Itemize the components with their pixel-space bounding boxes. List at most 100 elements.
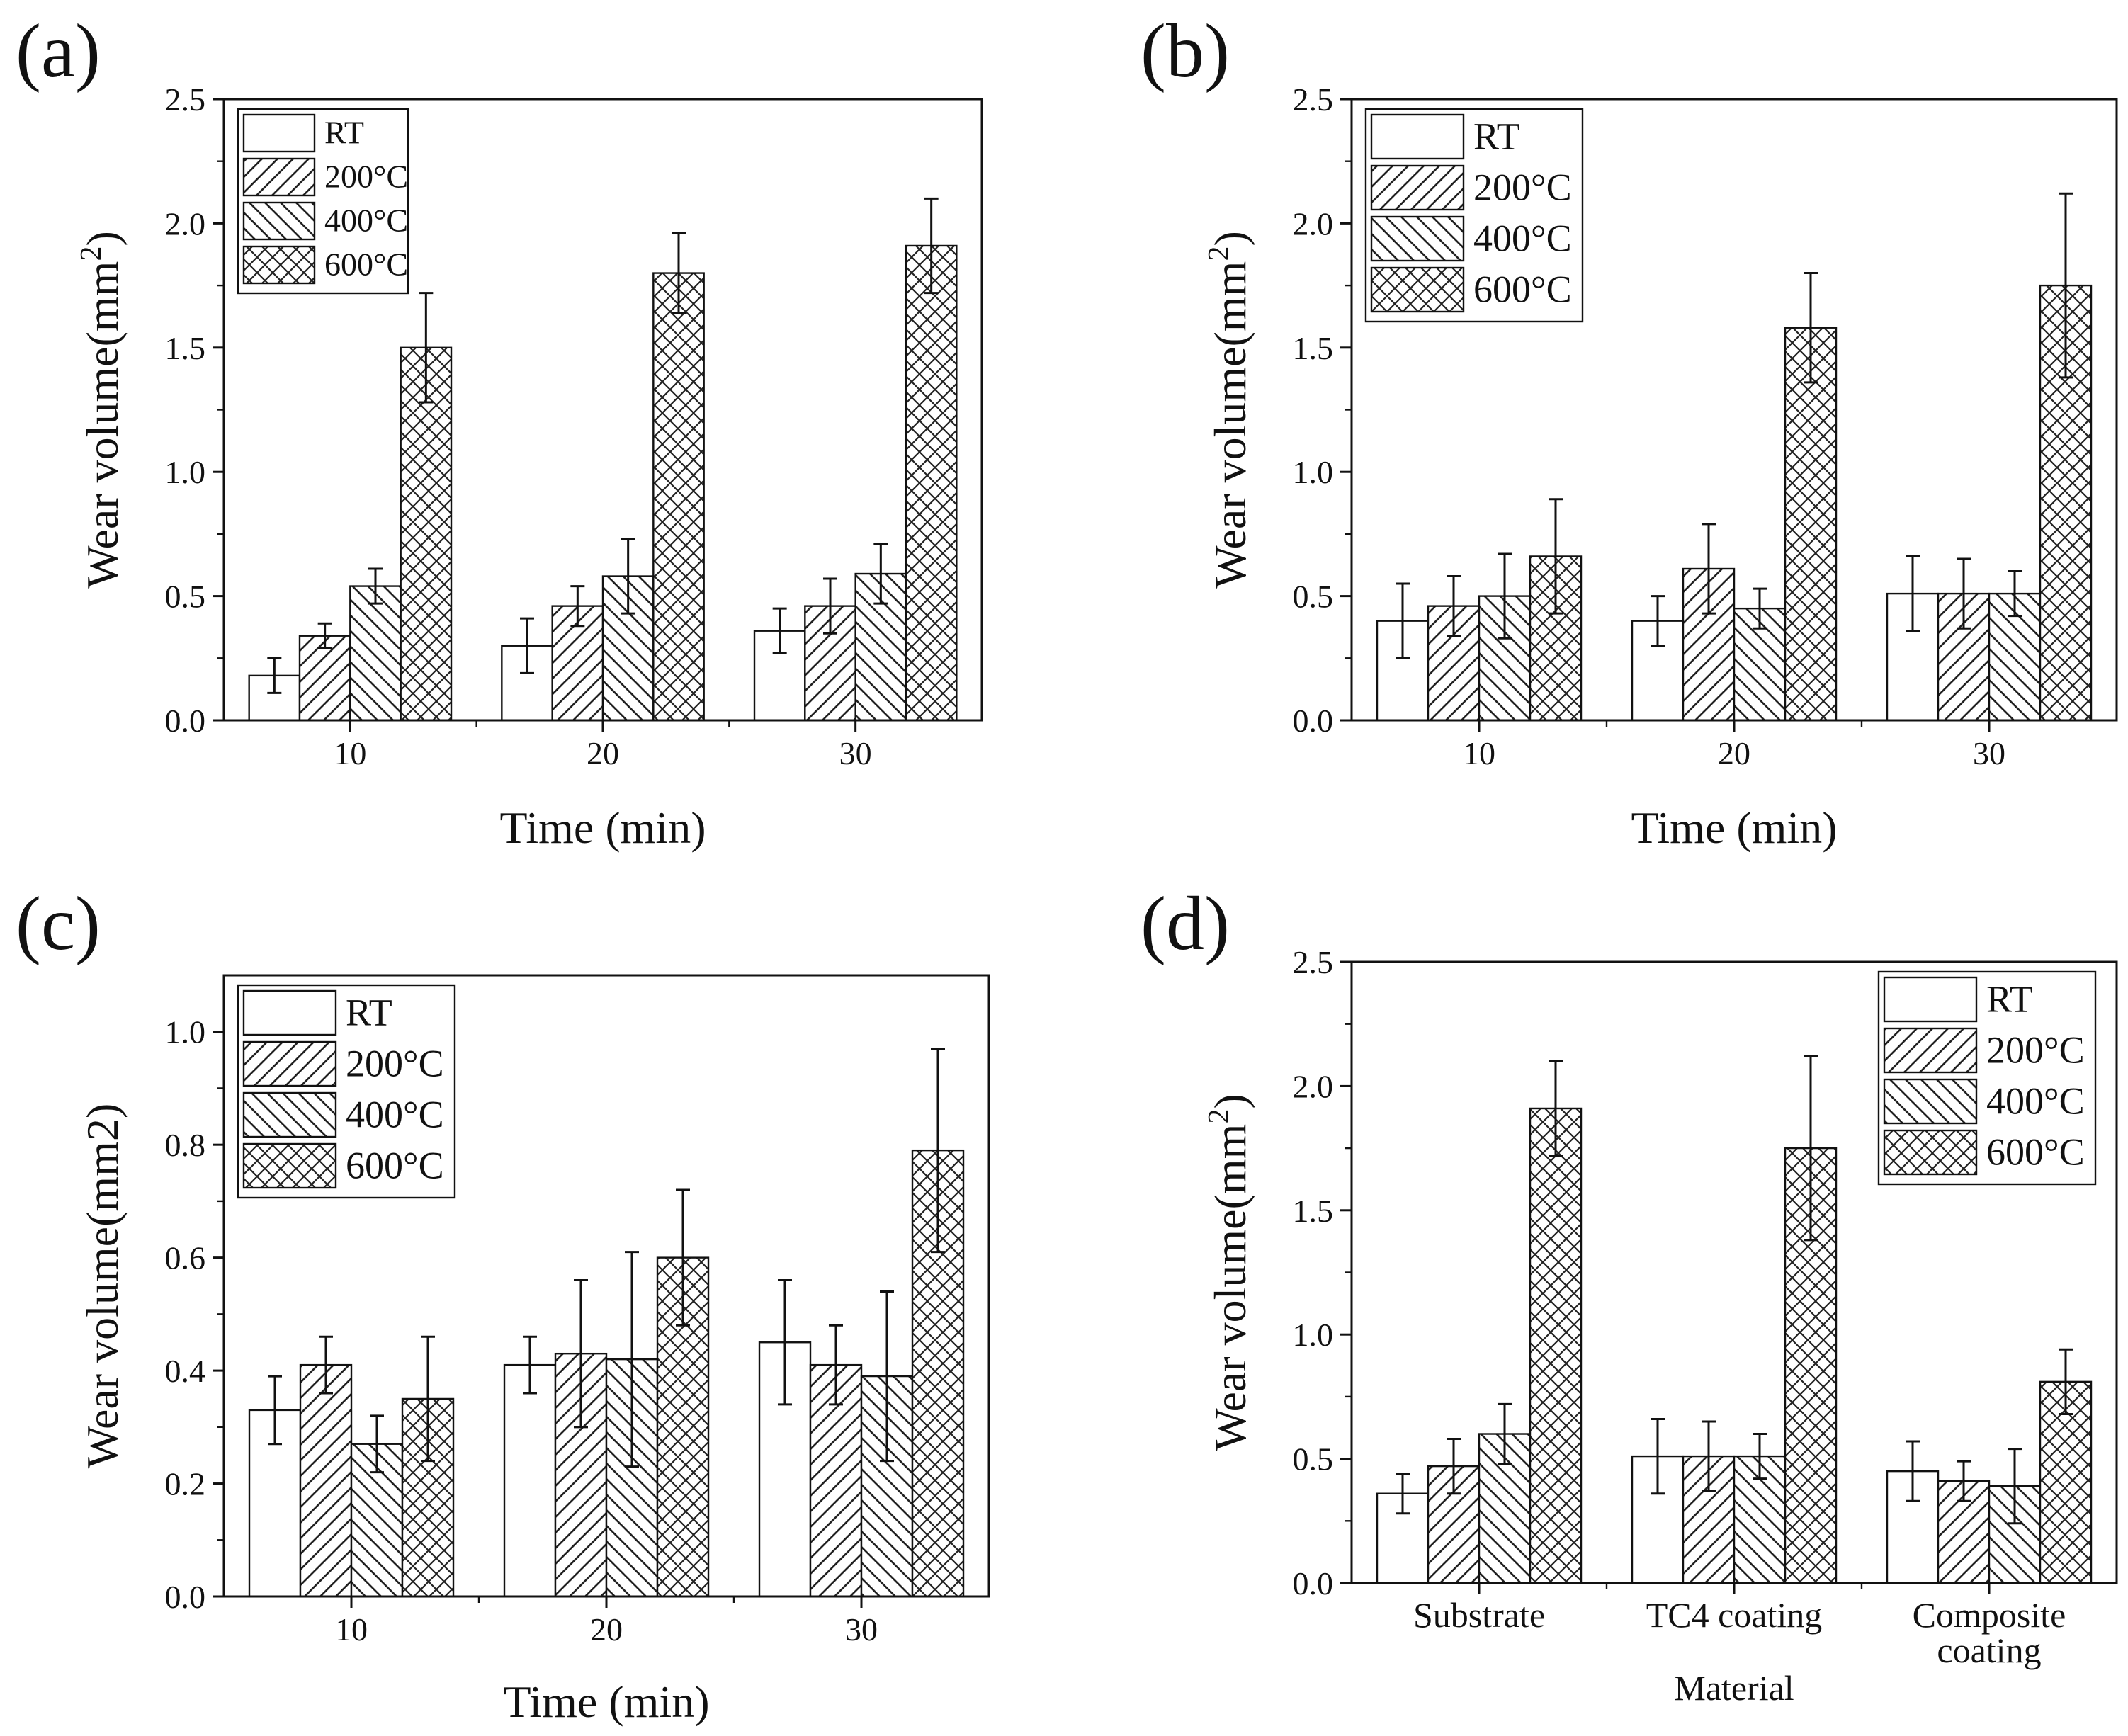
y-axis-title-superscript: 2: [1203, 246, 1235, 261]
panel-label-b: (b): [1141, 9, 1230, 93]
bar-600c-1: [652, 272, 705, 722]
legend-swatch: [242, 157, 316, 197]
legend-swatch: [242, 113, 316, 153]
bar-200c-0: [299, 1363, 353, 1598]
legend-label: 200°C: [324, 159, 408, 195]
x-tick-label: 20: [1718, 735, 1750, 771]
x-tick-label: 10: [334, 735, 366, 771]
x-tick-label: 20: [587, 735, 619, 771]
x-tick-label: TC4 coating: [1646, 1595, 1823, 1635]
legend-swatch: [1883, 976, 1978, 1023]
y-tick-label: 1.5: [1293, 330, 1334, 366]
legend-swatch: [242, 1091, 337, 1138]
chart-panel-d: 0.0 0.5 1.0 1.5 2.0 2.5 Substrate TC4 coating Co…: [1203, 944, 2118, 1708]
y-tick-label: 0.0: [165, 703, 206, 739]
y-tick-label: 1.0: [1293, 454, 1334, 490]
chart-panel-a: 0.0 0.5 1.0 1.5 2.0 2.5 10 20 30 Time (min) Wear v…: [75, 81, 983, 853]
x-tick-label: Substrate: [1413, 1595, 1545, 1635]
legend-swatch: [242, 201, 316, 241]
legend-swatch: [1370, 164, 1465, 211]
x-axis-title: Time (min): [1631, 802, 1838, 853]
bar-rt-1: [503, 1363, 557, 1598]
y-tick-label: 0.4: [165, 1353, 206, 1389]
y-axis-title-main: Wear volume(mm: [1205, 261, 1255, 589]
legend-swatch: [1883, 1027, 1978, 1074]
legend-swatch: [242, 1142, 337, 1189]
y-axis-title: Wear volume(mm2): [1203, 231, 1255, 589]
legend-label: 200°C: [346, 1042, 444, 1084]
y-axis-title-close: ): [1205, 231, 1255, 246]
y-axis-title-main: Wear volume(mm2): [77, 1104, 128, 1469]
bar-600c-0: [400, 346, 453, 722]
y-tick-label: 1.0: [165, 1014, 206, 1050]
y-tick-label: 2.0: [165, 205, 206, 242]
legend-label: 200°C: [1986, 1028, 2085, 1071]
bar-600c-1: [1784, 327, 1838, 722]
legend-swatch: [1370, 113, 1465, 160]
legend-label: 600°C: [1986, 1130, 2085, 1173]
y-axis-title-main: Wear volume(mm: [1205, 1124, 1255, 1451]
x-tick-label: Composite: [1913, 1595, 2066, 1635]
x-tick-label: 30: [1973, 735, 2005, 771]
x-tick-label: coating: [1937, 1630, 2041, 1670]
legend-label: RT: [1986, 977, 2033, 1020]
y-tick-label: 0.0: [165, 1579, 206, 1615]
legend-swatch: [1370, 266, 1465, 313]
y-axis-title-close: ): [1205, 1094, 1255, 1108]
legend-label: 400°C: [346, 1093, 444, 1135]
y-tick-label: 0.2: [165, 1466, 206, 1502]
y-axis-title: Wear volume(mm2): [75, 231, 128, 589]
x-tick-label: 30: [845, 1611, 878, 1647]
y-tick-label: 0.0: [1293, 703, 1334, 739]
y-tick-label: 2.0: [1293, 205, 1334, 242]
legend-label: 600°C: [324, 246, 408, 283]
y-tick-label: 1.0: [165, 454, 206, 490]
y-axis-title-main: Wear volume(mm: [77, 261, 128, 589]
legend-label: 400°C: [1986, 1079, 2085, 1122]
legend-label: 600°C: [346, 1144, 444, 1186]
y-axis-title: Wear volume(mm2): [1203, 1094, 1255, 1451]
legend-swatch: [242, 1040, 337, 1087]
y-tick-label: 2.5: [1293, 81, 1334, 118]
y-axis-title-superscript: 2: [1203, 1109, 1235, 1124]
y-tick-label: 0.5: [1293, 1441, 1334, 1477]
panel-label-a: (a): [16, 9, 101, 93]
legend-label: 600°C: [1473, 268, 1572, 310]
x-axis-title: Time (min): [500, 802, 706, 853]
x-tick-label: 30: [839, 735, 872, 771]
x-axis-title: Material: [1674, 1668, 1794, 1708]
bar-400c-0: [349, 585, 402, 722]
y-axis-title: Wear volume(mm2): [77, 1104, 128, 1469]
y-tick-label: 2.5: [165, 81, 206, 118]
y-tick-label: 2.0: [1293, 1068, 1334, 1104]
legend-swatch: [1883, 1078, 1978, 1125]
legend-label: RT: [346, 991, 392, 1033]
y-axis-title-superscript: 2: [75, 246, 108, 261]
y-tick-label: 0.0: [1293, 1565, 1334, 1601]
x-tick-label: 10: [1463, 735, 1495, 771]
panel-label-c: (c): [16, 882, 101, 966]
legend-label: 400°C: [324, 203, 408, 239]
bar-600c-2: [905, 244, 958, 722]
y-tick-label: 0.8: [165, 1127, 206, 1163]
legend-swatch: [242, 245, 316, 285]
chart-panel-c: 0.0 0.2 0.4 0.6 0.8 1.0 10 20 30 Time (min) Wear v…: [77, 974, 990, 1727]
bar-600c-0: [1529, 1107, 1583, 1584]
y-tick-label: 1.5: [165, 330, 206, 366]
x-tick-label: 20: [590, 1611, 623, 1647]
x-axis-title: Time (min): [504, 1677, 710, 1727]
y-tick-label: 1.0: [1293, 1317, 1334, 1353]
x-tick-label: 10: [335, 1611, 368, 1647]
panel-label-d: (d): [1141, 882, 1230, 966]
chart-panel-b: 0.0 0.5 1.0 1.5 2.0 2.5 10 20 30 Time (min) Wear v…: [1203, 81, 2118, 853]
legend-swatch: [242, 989, 337, 1036]
legend-swatch: [1883, 1129, 1978, 1176]
legend-swatch: [1370, 215, 1465, 262]
legend-label: 200°C: [1473, 166, 1572, 208]
legend-label: RT: [1473, 115, 1520, 157]
y-tick-label: 2.5: [1293, 944, 1334, 980]
y-tick-label: 1.5: [1293, 1193, 1334, 1229]
y-tick-label: 0.6: [165, 1240, 206, 1276]
y-tick-label: 0.5: [165, 579, 206, 615]
